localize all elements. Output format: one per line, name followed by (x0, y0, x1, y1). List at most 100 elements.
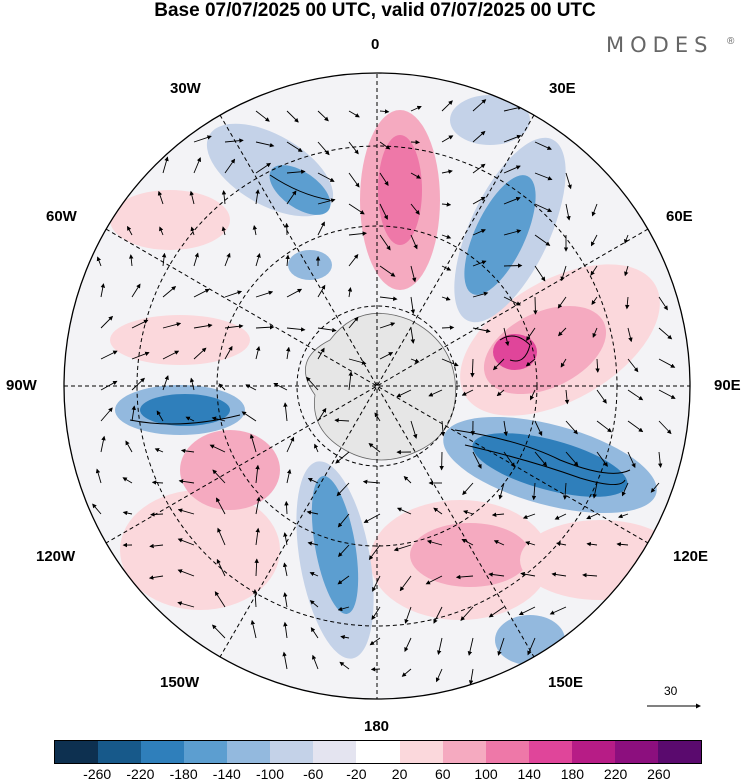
wind-vector (162, 286, 177, 298)
wind-vector (307, 478, 319, 484)
wind-vector (534, 265, 546, 282)
wind-vector (282, 651, 288, 670)
wind-vector (621, 482, 629, 497)
wind-vector (340, 634, 350, 640)
wind-vector (255, 290, 274, 298)
wind-vector (100, 407, 113, 422)
wind-vector (212, 469, 226, 484)
wind-vector (410, 172, 422, 179)
wind-vector (362, 479, 381, 485)
colorbar-swatch (141, 741, 185, 763)
wind-vector (441, 234, 452, 239)
wind-vector (347, 287, 353, 298)
wind-vector (193, 135, 212, 143)
wind-vector (564, 389, 570, 405)
colorbar-swatch (399, 741, 443, 763)
wind-vector (503, 229, 522, 236)
wind-vector (370, 667, 381, 672)
wind-vector (396, 389, 412, 398)
wind-vector (95, 468, 102, 484)
colorbar-tick-label: -140 (212, 766, 241, 782)
wind-vector (245, 384, 257, 391)
wind-vector (496, 389, 505, 397)
wind-vector (592, 327, 598, 338)
wind-vector (441, 325, 455, 330)
anomaly-field (64, 73, 690, 699)
wind-vector (177, 508, 195, 515)
wind-vector (150, 512, 164, 517)
wind-vector (658, 389, 676, 399)
wind-vector (616, 542, 629, 547)
colorbar-swatch (55, 741, 99, 763)
wind-vector (348, 371, 353, 391)
wind-vector (317, 347, 325, 360)
wind-vector (404, 606, 412, 624)
wind-vector (534, 420, 543, 437)
wind-vector (372, 575, 381, 592)
wind-vector (560, 358, 567, 368)
lon-label-90e: 90E (714, 377, 741, 394)
wind-vector (286, 469, 292, 484)
wind-vector (216, 558, 226, 577)
wind-vector (410, 296, 416, 315)
wind-vector (177, 601, 195, 608)
wind-vector (218, 383, 226, 391)
wind-vector (131, 405, 136, 422)
wind-vector (472, 163, 486, 174)
wind-vector (131, 351, 150, 360)
wind-vector (131, 319, 149, 329)
wind-vector (306, 510, 319, 515)
wind-vector (348, 253, 359, 267)
wind-vector (470, 358, 475, 378)
wind-vector (527, 637, 536, 656)
colorbar-tick-label: 60 (435, 766, 451, 782)
colorbar-swatch (227, 741, 271, 763)
wind-vector (520, 571, 536, 577)
wind-vector (122, 477, 133, 484)
wind-vector (591, 203, 598, 217)
wind-vector (100, 435, 106, 453)
wind-vector (224, 158, 236, 174)
lon-label-60w: 60W (46, 208, 77, 225)
wind-vector (503, 105, 523, 112)
wind-vector (590, 265, 598, 276)
wind-vector (503, 196, 521, 205)
wind-vector (337, 575, 350, 585)
wind-vector (472, 291, 489, 298)
wind-vector (657, 451, 663, 468)
wind-vector (433, 507, 443, 515)
wind-vector (503, 451, 515, 468)
wind-vector (379, 109, 390, 114)
wind-vector (189, 190, 195, 205)
registered-mark: ® (727, 36, 735, 47)
wind-vector (317, 172, 335, 182)
wind-vector (221, 226, 227, 236)
colorbar-tick-label: 140 (517, 766, 541, 782)
wind-vector (503, 327, 510, 347)
geopotential-contours (129, 174, 631, 485)
wind-vector (624, 265, 629, 277)
wind-vector (255, 346, 261, 360)
lon-label-30e: 30E (549, 80, 576, 97)
wind-vector (286, 141, 303, 152)
lon-label-0: 0 (371, 36, 380, 53)
wind-vector (151, 480, 164, 485)
wind-vector (149, 543, 164, 549)
wind-vector (410, 234, 418, 250)
wind-vector (348, 231, 367, 236)
wind-vector (154, 448, 164, 453)
wind-vector (618, 513, 629, 519)
wind-vector (472, 260, 487, 267)
wind-vector (595, 358, 600, 373)
wind-vector (317, 407, 327, 422)
wind-vector (425, 575, 443, 585)
wind-vector (336, 482, 350, 497)
wind-vector (255, 464, 260, 484)
wind-vector (317, 221, 325, 236)
wind-vector (488, 572, 505, 577)
wind-vector (317, 327, 337, 333)
colorbar-swatch (313, 741, 357, 763)
wind-vector (472, 327, 491, 333)
wind-vector (286, 110, 299, 123)
wind-vector (348, 141, 359, 155)
